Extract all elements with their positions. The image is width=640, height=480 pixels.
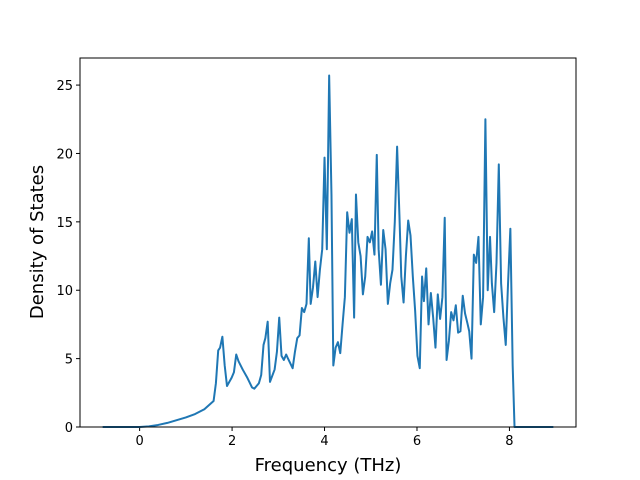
plot-frame (79, 57, 577, 428)
x-axis-label: Frequency (THz) (255, 455, 402, 476)
x-tick-label: 6 (413, 434, 421, 449)
x-tick-label: 8 (505, 434, 513, 449)
y-tick-label: 0 (65, 421, 73, 436)
y-tick-label: 25 (56, 79, 73, 94)
x-tick-label: 4 (320, 434, 328, 449)
y-tick-label: 20 (56, 147, 73, 162)
y-tick-label: 5 (65, 353, 73, 368)
y-tick-label: 15 (56, 216, 73, 231)
y-tick-label: 10 (56, 284, 73, 299)
x-tick-label: 0 (135, 434, 143, 449)
y-axis-label: Density of States (27, 165, 48, 319)
x-tick-label: 2 (228, 434, 236, 449)
line (102, 74, 554, 428)
